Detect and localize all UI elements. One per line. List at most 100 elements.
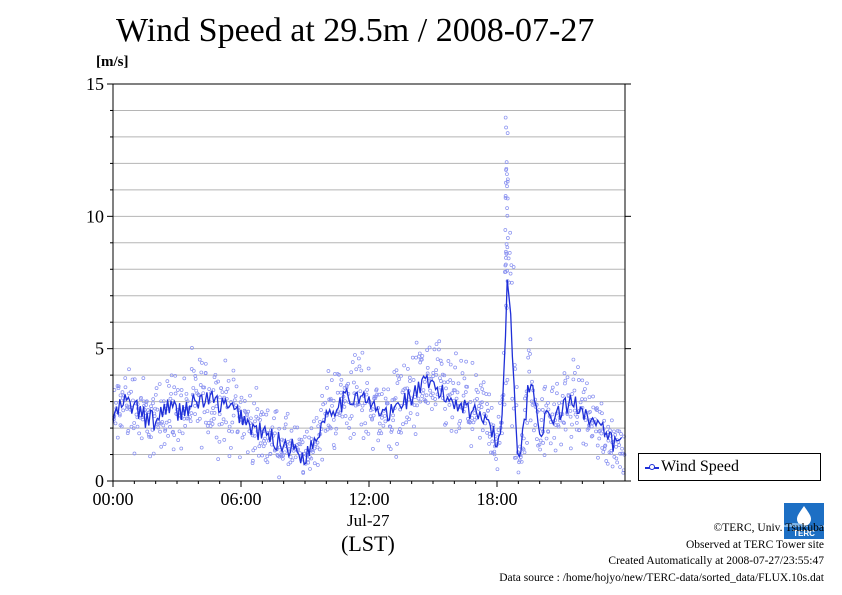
scatter-point: [398, 407, 403, 412]
scatter-point: [224, 420, 228, 425]
scatter-point: [175, 388, 180, 392]
scatter-point: [602, 447, 607, 451]
scatter-point: [595, 443, 600, 448]
scatter-point: [503, 263, 508, 268]
scatter-point: [179, 388, 184, 392]
scatter-point: [363, 421, 368, 426]
scatter-point: [245, 413, 249, 418]
scatter-point: [406, 367, 410, 371]
scatter-point: [185, 399, 190, 404]
scatter-point: [511, 265, 516, 269]
scatter-point: [172, 385, 177, 390]
scatter-point: [399, 373, 403, 378]
scatter-point: [560, 393, 565, 398]
scatter-point: [430, 407, 434, 411]
scatter-point: [371, 413, 376, 418]
scatter-point: [366, 366, 371, 371]
scatter-point: [468, 400, 473, 404]
scatter-point: [414, 340, 419, 345]
scatter-point: [144, 399, 149, 404]
scatter-point: [118, 393, 123, 398]
scatter-point: [131, 426, 136, 431]
scatter-point: [535, 437, 539, 441]
scatter-point: [413, 432, 418, 436]
scatter-point: [381, 423, 386, 428]
scatter-point: [353, 403, 358, 408]
scatter-point: [182, 376, 187, 381]
scatter-point: [505, 245, 510, 250]
scatter-point: [383, 419, 388, 424]
scatter-point: [550, 385, 555, 390]
scatter-point: [155, 407, 160, 412]
scatter-point: [461, 393, 466, 398]
scatter-point: [153, 392, 158, 397]
scatter-point: [555, 391, 559, 396]
scatter-point: [145, 429, 150, 434]
scatter-point: [273, 431, 277, 436]
scatter-point: [544, 436, 549, 441]
scatter-point: [238, 455, 242, 460]
scatter-point: [364, 392, 369, 397]
scatter-point: [229, 445, 233, 450]
scatter-point: [561, 420, 566, 425]
scatter-point: [115, 435, 120, 440]
scatter-point: [408, 411, 413, 415]
scatter-point: [424, 393, 429, 398]
scatter-point: [373, 396, 378, 401]
scatter-point: [148, 454, 152, 459]
scatter-point: [505, 172, 509, 177]
scatter-point: [449, 428, 454, 433]
scatter-point: [597, 436, 602, 441]
scatter-point: [169, 391, 173, 396]
scatter-point: [438, 358, 443, 363]
scatter-point: [525, 420, 530, 425]
scatter-point: [407, 375, 412, 380]
scatter-point: [504, 125, 508, 130]
scatter-point: [427, 376, 432, 381]
scatter-point: [580, 378, 585, 383]
scatter-point: [203, 370, 208, 375]
scatter-point: [293, 455, 298, 460]
scatter-point: [190, 346, 194, 350]
scatter-point: [389, 430, 394, 434]
scatter-point: [486, 409, 490, 413]
scatter-point: [230, 429, 234, 434]
scatter-point: [602, 418, 606, 423]
scatter-point: [153, 406, 158, 411]
scatter-point: [418, 399, 423, 404]
scatter-point: [544, 403, 549, 408]
scatter-point: [283, 422, 288, 427]
legend-marker: [649, 464, 655, 470]
scatter-point: [541, 441, 545, 445]
scatter-point: [325, 427, 330, 432]
scatter-point: [599, 431, 604, 436]
scatter-point: [556, 423, 560, 427]
scatter-point: [331, 417, 336, 422]
scatter-point: [391, 418, 396, 423]
scatter-point: [359, 422, 364, 427]
scatter-point: [619, 432, 623, 436]
scatter-point: [265, 408, 270, 413]
scatter-point: [513, 367, 518, 371]
scatter-point: [179, 393, 183, 398]
scatter-point: [147, 434, 152, 439]
scatter-point: [370, 417, 374, 422]
scatter-point: [559, 442, 563, 447]
scatter-point: [254, 414, 259, 419]
scatter-point: [379, 392, 384, 396]
scatter-point: [211, 388, 216, 392]
scatter-point: [457, 426, 462, 431]
scatter-point: [556, 424, 561, 429]
scatter-point: [412, 403, 417, 408]
scatter-point: [504, 256, 508, 260]
scatter-point: [591, 394, 595, 399]
scatter-point: [444, 386, 448, 391]
scatter-point: [263, 436, 267, 441]
scatter-point: [123, 385, 128, 390]
scatter-point: [242, 399, 247, 403]
scatter-point: [548, 441, 553, 446]
scatter-point: [365, 388, 369, 392]
scatter-point: [439, 362, 444, 366]
scatter-point: [320, 457, 325, 462]
scatter-point: [311, 450, 315, 454]
